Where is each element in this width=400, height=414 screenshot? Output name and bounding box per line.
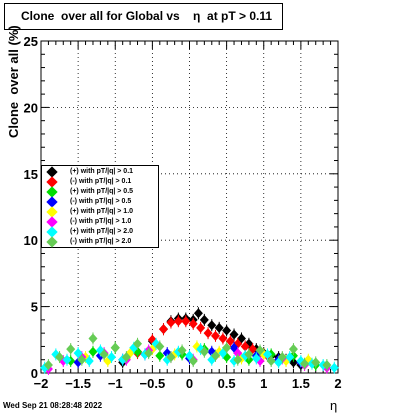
data-point [262,349,272,360]
x-tick-label: −1 [108,376,123,391]
data-point [329,362,339,373]
legend-label: (-) with pT/|q| > 0.1 [70,178,132,185]
x-tick-label: 2 [334,376,341,391]
legend-label: (-) with pT/|q| > 2.0 [70,238,132,245]
x-tick-label: 0 [186,376,193,391]
data-point [62,354,72,365]
legend-label: (+) with pT/|q| > 0.5 [70,188,134,195]
y-tick-label: 15 [24,167,38,182]
y-tick-label: 20 [24,100,38,115]
x-tick-label: 0.5 [218,376,236,391]
data-point [177,345,187,356]
legend-item: (+) with pT/|q| > 0.1 [42,166,160,178]
data-point [214,322,224,333]
data-point [225,336,235,347]
data-point [233,354,243,365]
data-point [311,357,321,368]
data-point [107,352,117,363]
datestamp: Wed Sep 21 08:28:48 2022 [3,401,103,410]
data-point [244,349,254,360]
data-point [233,348,243,359]
legend-item: (+) with pT/|q| > 2.0 [42,226,160,238]
data-point [199,314,209,325]
y-tick-label: 10 [24,233,38,248]
data-point [166,317,176,328]
legend: (+) with pT/|q| > 0.1 (-) with pT/|q| > … [41,165,159,248]
data-point [188,356,198,367]
data-point [173,316,183,327]
data-point [88,333,98,344]
data-point [144,348,154,359]
data-point [55,352,65,363]
data-point [73,348,83,359]
x-axis-label: η [330,398,338,413]
data-point [133,338,143,349]
data-point [255,345,265,356]
data-point [110,342,120,353]
data-points [40,307,339,376]
data-point [210,350,220,361]
legend-item: (-) with pT/|q| > 1.0 [42,216,160,228]
x-tick-label: 1 [260,376,267,391]
legend-item: (-) with pT/|q| > 0.5 [42,196,160,208]
legend-item: (+) with pT/|q| > 1.0 [42,206,160,218]
data-point [322,360,332,371]
legend-item: (-) with pT/|q| > 0.1 [42,176,160,188]
y-tick-label: 0 [31,366,38,381]
data-point [43,360,53,371]
data-point [196,322,206,333]
legend-item: (+) with pT/|q| > 0.5 [42,186,160,198]
data-point [99,349,109,360]
data-point [121,352,131,363]
y-axis-label: Clone over all (%) [6,25,21,138]
data-point [77,354,87,365]
legend-label: (+) with pT/|q| > 1.0 [70,208,134,215]
legend-label: (-) with pT/|q| > 1.0 [70,218,132,225]
data-point [207,320,217,331]
x-tick-label: −1.5 [65,376,91,391]
data-point [300,358,310,369]
data-point [240,341,250,352]
data-point [166,352,176,363]
data-point [285,352,295,363]
legend-label: (-) with pT/|q| > 0.5 [70,198,132,205]
y-tick-label: 25 [24,34,38,49]
data-point [193,308,203,319]
legend-label: (+) with pT/|q| > 2.0 [70,228,134,235]
data-point [210,330,220,341]
data-point [159,324,169,335]
data-point [277,352,287,363]
data-point [84,356,94,367]
data-point [222,325,232,336]
data-point [251,353,261,364]
x-tick-label: 1.5 [292,376,310,391]
data-point [203,328,213,339]
data-point [88,346,98,357]
x-tick-label: −2 [34,376,49,391]
data-point [155,341,165,352]
data-point [288,344,298,355]
y-tick-label: 5 [31,300,38,315]
legend-marker [46,236,58,248]
legend-item: (-) with pT/|q| > 2.0 [42,236,160,248]
data-point [155,350,165,361]
legend-label: (+) with pT/|q| > 0.1 [70,168,134,175]
data-point [188,318,198,329]
chart-title: Clone over all for Global vs η at pT > 0… [4,3,283,30]
x-tick-label: −0.5 [140,376,166,391]
data-point [66,344,76,355]
data-point [199,346,209,357]
data-point [266,356,276,367]
data-point [218,333,228,344]
data-point [222,342,232,353]
data-point [229,329,239,340]
data-point [181,316,191,327]
